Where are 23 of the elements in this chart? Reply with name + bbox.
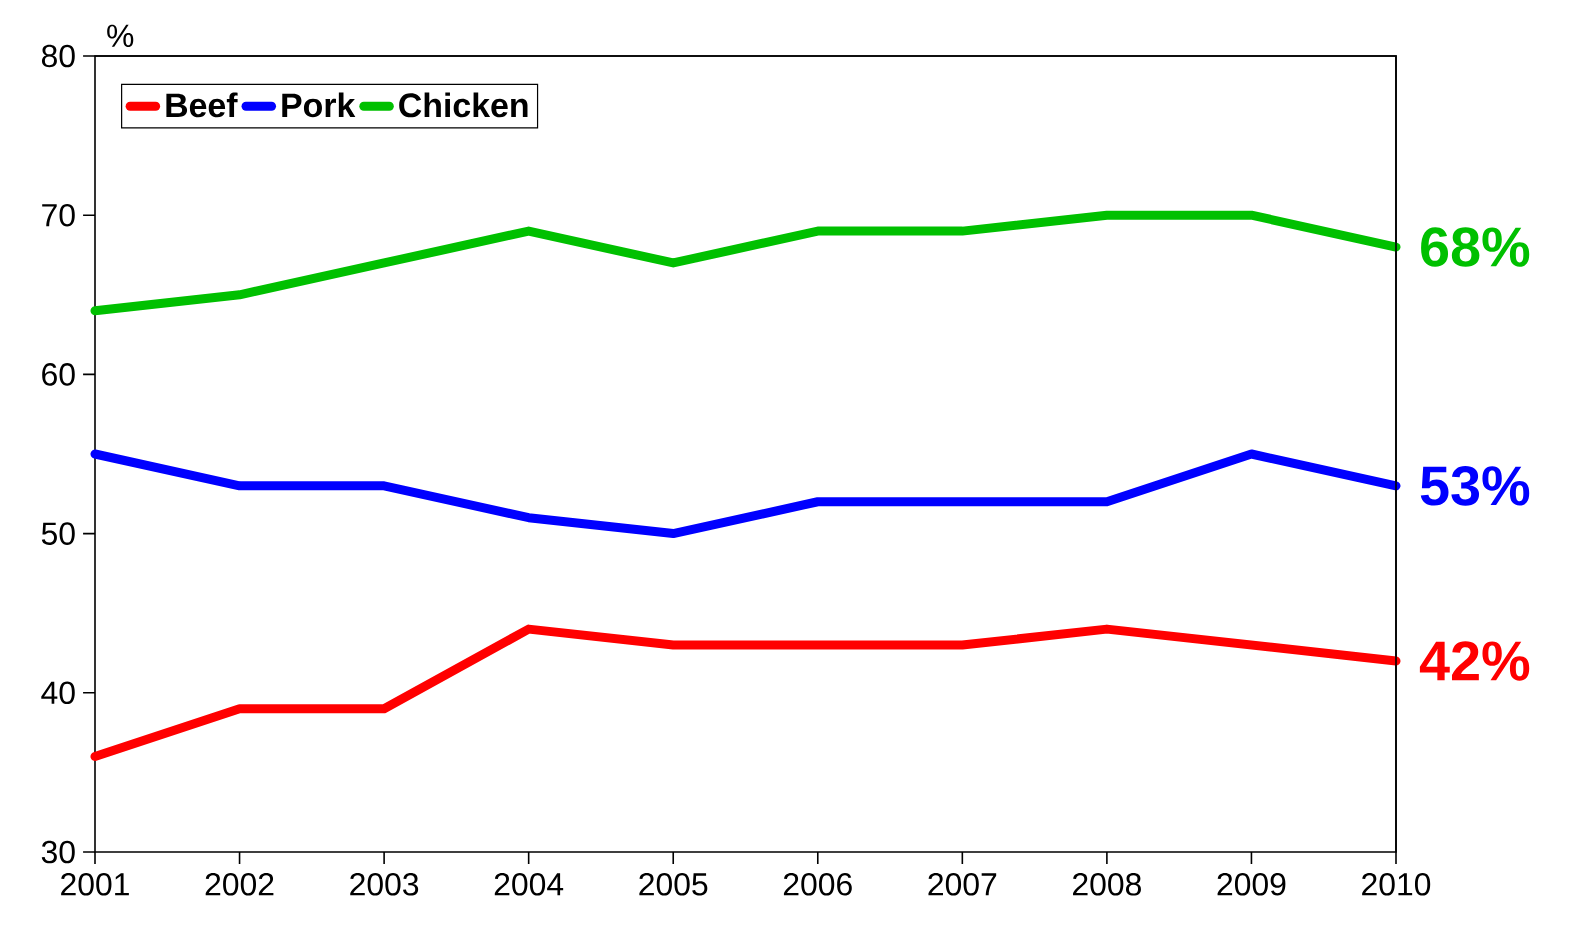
data-label: 42% [1419,641,1530,681]
y-tick-label: 40 [41,681,75,705]
x-tick-label: 2005 [639,873,708,896]
x-tick-label: 2003 [350,873,419,896]
legend-label: Chicken [399,92,528,118]
y-tick-label: 60 [42,363,75,386]
x-tick-label: 2007 [928,873,997,896]
y-tick-label: 50 [41,522,75,545]
legend-label: Pork [282,92,356,118]
x-tick-label: 2008 [1073,873,1141,896]
y-tick-label: 80 [41,44,75,68]
data-label: 68% [1421,227,1530,267]
x-tick-label: 2002 [205,873,274,896]
legend-label: Beef [166,92,238,118]
y-tick-label: 70 [42,203,75,227]
x-tick-label: 2010 [1362,873,1431,896]
y-axis-title: % [107,24,134,47]
y-tick-label: 30 [41,840,75,864]
x-tick-label: 2004 [494,873,564,896]
x-tick-label: 2001 [61,873,129,896]
x-tick-label: 2009 [1217,873,1286,896]
x-tick-label: 2006 [783,873,852,896]
data-label: 53% [1420,466,1530,506]
